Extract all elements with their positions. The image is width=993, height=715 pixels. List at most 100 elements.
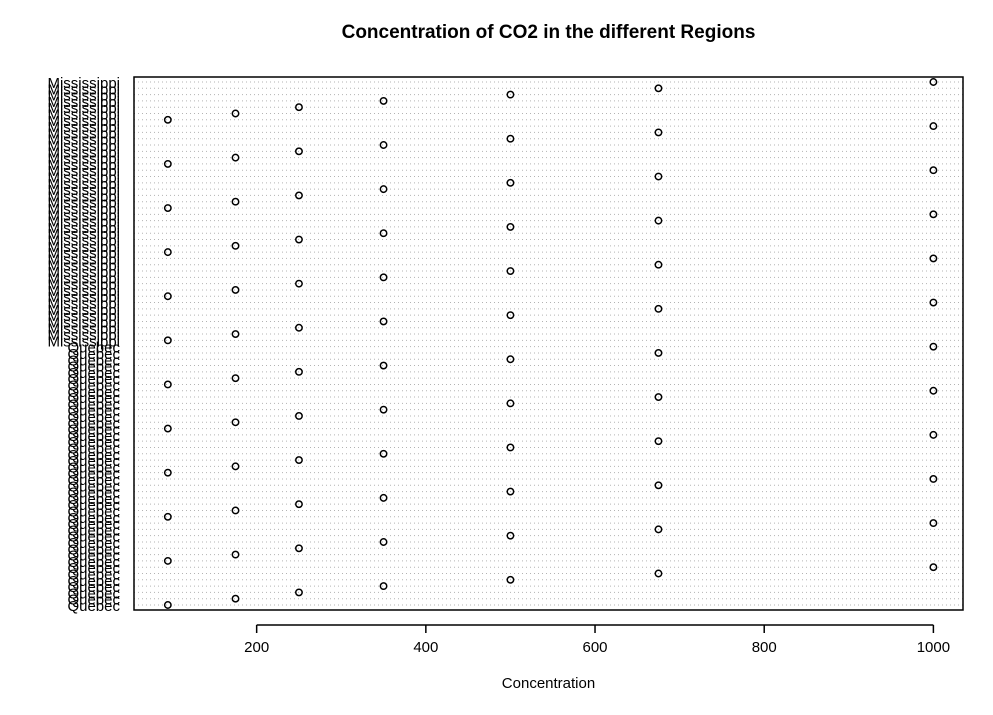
y-tick-label: Mississippi — [47, 88, 120, 105]
y-tick-label: Mississippi — [47, 296, 120, 313]
plot-frame — [133, 76, 964, 611]
y-tick-label: Quebec — [67, 409, 120, 426]
data-point — [295, 235, 303, 244]
y-tick-label: Quebec — [67, 422, 120, 439]
y-tick-label: Quebec — [67, 579, 120, 596]
y-tick-label: Quebec — [67, 365, 120, 382]
data-point — [163, 468, 172, 477]
y-tick-label: Quebec — [67, 340, 120, 357]
data-point — [929, 166, 938, 175]
data-point — [506, 178, 515, 187]
y-tick-label: Mississippi — [47, 264, 120, 281]
data-points — [163, 78, 938, 609]
grid-lines — [134, 81, 963, 606]
y-tick-labels: QuebecQuebecQuebecQuebecQuebecQuebecQueb… — [47, 75, 120, 615]
y-tick-label: Mississippi — [47, 289, 120, 306]
y-tick-label: Mississippi — [47, 119, 120, 136]
x-axis-label: Concentration — [501, 675, 596, 692]
data-point — [506, 267, 515, 275]
chart-title: Concentration of CO2 in the different Re… — [341, 22, 756, 43]
y-tick-label: Quebec — [67, 485, 120, 502]
y-tick-label: Quebec — [67, 535, 120, 552]
y-tick-label: Mississippi — [47, 132, 120, 149]
data-point — [929, 430, 938, 439]
y-tick-label: Quebec — [67, 541, 120, 558]
y-tick-label: Quebec — [67, 428, 120, 445]
y-tick-label: Quebec — [67, 346, 120, 363]
data-point — [163, 424, 172, 433]
data-point — [654, 128, 663, 137]
data-point — [379, 141, 388, 149]
data-point — [929, 342, 938, 351]
data-point — [929, 475, 938, 483]
data-point — [654, 84, 663, 93]
data-point — [654, 304, 663, 313]
data-point — [929, 298, 938, 307]
y-tick-label: Mississippi — [47, 333, 120, 350]
data-point — [379, 449, 388, 458]
y-tick-label: Mississippi — [47, 188, 120, 205]
data-point — [929, 386, 938, 395]
x-tick-label: 1000 — [917, 639, 950, 656]
data-point — [379, 96, 388, 105]
data-point — [506, 575, 515, 584]
data-point — [231, 506, 240, 515]
y-tick-label: Quebec — [67, 503, 120, 520]
y-tick-label: Quebec — [67, 491, 120, 508]
data-point — [379, 229, 388, 238]
y-tick-label: Quebec — [67, 548, 120, 565]
y-tick-label: Quebec — [67, 459, 120, 476]
data-point — [506, 222, 515, 231]
y-tick-label: Quebec — [67, 377, 120, 394]
data-point — [654, 437, 663, 446]
data-point — [379, 361, 388, 370]
data-point — [163, 512, 172, 521]
data-point — [379, 582, 388, 591]
data-point — [163, 115, 172, 124]
data-point — [929, 210, 938, 219]
y-tick-label: Quebec — [67, 434, 120, 451]
y-tick-label: Mississippi — [47, 170, 120, 187]
y-tick-label: Quebec — [67, 415, 120, 432]
y-tick-label: Mississippi — [47, 251, 120, 268]
data-point — [231, 285, 240, 294]
y-tick-label: Quebec — [67, 510, 120, 527]
data-point — [379, 185, 388, 194]
data-point — [654, 481, 663, 490]
data-point — [231, 550, 240, 559]
data-point — [929, 122, 938, 131]
y-tick-label: Mississippi — [47, 270, 120, 287]
y-tick-label: Mississippi — [47, 144, 120, 161]
y-tick-label: Mississippi — [47, 283, 120, 300]
y-tick-label: Mississippi — [47, 176, 120, 193]
data-point — [163, 248, 172, 257]
data-point — [506, 355, 515, 364]
y-tick-label: Quebec — [67, 440, 120, 457]
x-tick-label: 800 — [752, 639, 777, 656]
y-tick-label: Mississippi — [47, 214, 120, 231]
data-point — [231, 109, 240, 118]
x-tick-label: 400 — [413, 639, 438, 656]
y-tick-label: Quebec — [67, 472, 120, 489]
y-tick-label: Quebec — [67, 390, 120, 407]
data-point — [379, 405, 388, 414]
data-point — [163, 204, 172, 212]
data-point — [506, 487, 515, 496]
y-tick-label: Mississippi — [47, 107, 120, 124]
y-tick-label: Mississippi — [47, 277, 120, 294]
y-tick-label: Mississippi — [47, 151, 120, 168]
data-point — [506, 311, 515, 320]
x-axis: 200 400 600 800 1000 — [244, 624, 950, 656]
y-tick-label: Quebec — [67, 359, 120, 376]
y-tick-label: Mississippi — [47, 245, 120, 262]
data-point — [654, 569, 663, 578]
data-point — [929, 563, 938, 572]
y-tick-label: Mississippi — [47, 113, 120, 130]
data-point — [231, 594, 240, 603]
data-point — [231, 418, 240, 427]
y-tick-label: Quebec — [67, 566, 120, 583]
data-point — [295, 588, 303, 597]
data-point — [506, 531, 515, 540]
data-point — [654, 216, 663, 225]
